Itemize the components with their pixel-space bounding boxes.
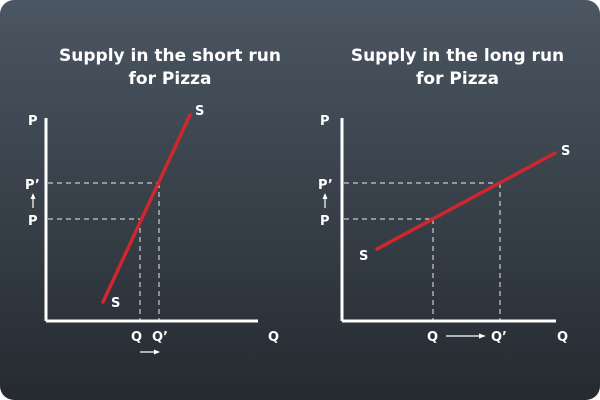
short-run-qty-initial-label: Q	[131, 330, 142, 345]
long-run-title: Supply in the long run for Pizza	[330, 45, 585, 91]
short-run-x-axis-label: Q	[268, 330, 279, 345]
long-run-price-new-label: P’	[318, 178, 333, 193]
long-run-price-up-arrow-icon	[322, 193, 328, 208]
short-run-title-line1: Supply in the short run	[59, 46, 281, 66]
long-run-title-line1: Supply in the long run	[350, 46, 565, 66]
short-run-title: Supply in the short run for Pizza	[45, 45, 295, 91]
long-run-x-axis-label: Q	[557, 330, 568, 345]
long-run-title-line2: for Pizza	[416, 69, 499, 89]
short-run-qty-new-label: Q’	[152, 330, 168, 345]
long-run-qty-initial-label: Q	[427, 330, 438, 345]
long-run-qty-right-arrow-icon	[446, 333, 486, 339]
long-run-graph: P Q P’ P Q Q’ S S	[318, 114, 570, 345]
short-run-axes	[44, 118, 258, 323]
long-run-supply-curve	[375, 151, 557, 251]
long-run-curve-label-top: S	[561, 144, 570, 159]
short-run-y-axis-label: P	[28, 114, 38, 129]
short-run-price-initial-label: P	[28, 214, 38, 229]
short-run-qty-right-arrow-icon	[140, 349, 160, 355]
short-run-curve-label-top: S	[195, 104, 204, 119]
long-run-curve-label-bottom: S	[359, 249, 368, 264]
long-run-qty-new-label: Q’	[491, 330, 507, 345]
long-run-y-axis-label: P	[320, 114, 330, 129]
short-run-supply-curve	[101, 113, 192, 304]
long-run-price-initial-label: P	[320, 214, 330, 229]
short-run-guides	[48, 182, 160, 320]
short-run-price-up-arrow-icon	[30, 193, 36, 208]
long-run-axes	[340, 118, 556, 323]
short-run-title-line2: for Pizza	[128, 69, 212, 89]
short-run-curve-label-bottom: S	[111, 296, 120, 311]
long-run-guides	[344, 182, 501, 320]
short-run-price-new-label: P’	[25, 178, 40, 193]
short-run-graph: P Q P’ P Q Q’ S S	[25, 104, 279, 355]
